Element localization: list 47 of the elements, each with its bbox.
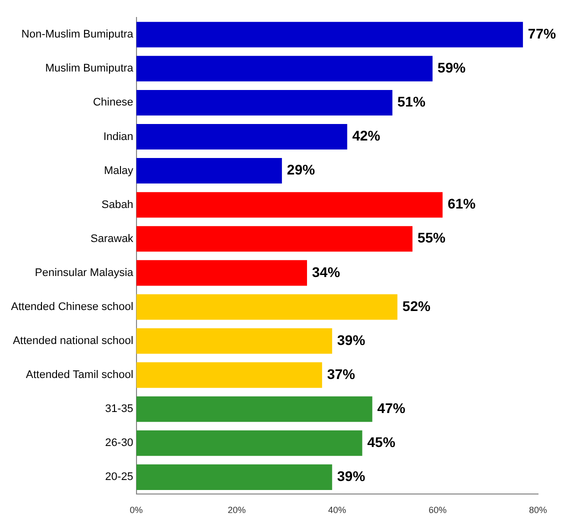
data-label: 77% [528, 25, 557, 42]
data-label: 55% [417, 230, 446, 246]
x-tick-label: 0% [130, 505, 143, 516]
x-tick-label: 40% [328, 505, 346, 516]
data-label: 51% [397, 94, 426, 110]
y-tick-label: Attended Chinese school [10, 300, 134, 313]
data-label: 59% [438, 60, 466, 76]
bar [136, 294, 398, 320]
bar [136, 124, 348, 150]
bar [136, 328, 332, 354]
y-tick-label: 31-35 [105, 403, 134, 416]
data-label: 37% [327, 366, 356, 382]
y-tick-label: 26-30 [105, 437, 134, 450]
bar [136, 226, 412, 252]
data-label: 29% [286, 162, 316, 178]
data-label: 39% [337, 468, 366, 484]
bar [136, 192, 443, 218]
data-label: 34% [312, 264, 341, 280]
y-tick-label: 20-25 [105, 471, 134, 484]
x-tick-label: 60% [428, 505, 447, 516]
y-tick-label: Non-Muslim Bumiputra [21, 28, 134, 41]
bar [136, 158, 282, 184]
data-label: 45% [367, 434, 396, 450]
y-tick-label: Sabah [101, 198, 134, 211]
bar [136, 362, 322, 388]
bar [136, 56, 433, 82]
y-tick-label: Indian [103, 130, 134, 143]
data-label: 61% [448, 196, 476, 212]
data-label: 52% [402, 298, 431, 314]
data-label: 47% [377, 400, 406, 416]
bar [136, 260, 308, 286]
data-label: 39% [337, 332, 366, 348]
bar [136, 90, 392, 116]
y-tick-label: Chinese [92, 96, 134, 109]
bar [136, 396, 372, 422]
y-tick-label: Attended national school [12, 335, 134, 348]
y-tick-label: Peninsular Malaysia [34, 266, 134, 279]
bar [136, 464, 332, 490]
bar [136, 22, 523, 48]
x-tick-label: 20% [228, 505, 246, 516]
data-label: 42% [352, 128, 381, 144]
x-tick-label: 80% [528, 505, 548, 516]
y-tick-label: Malay [104, 164, 134, 177]
y-tick-label: Attended Tamil school [26, 369, 134, 382]
bar [136, 430, 362, 456]
y-tick-label: Sarawak [90, 232, 134, 245]
y-tick-label: Muslim Bumiputra [45, 62, 134, 75]
